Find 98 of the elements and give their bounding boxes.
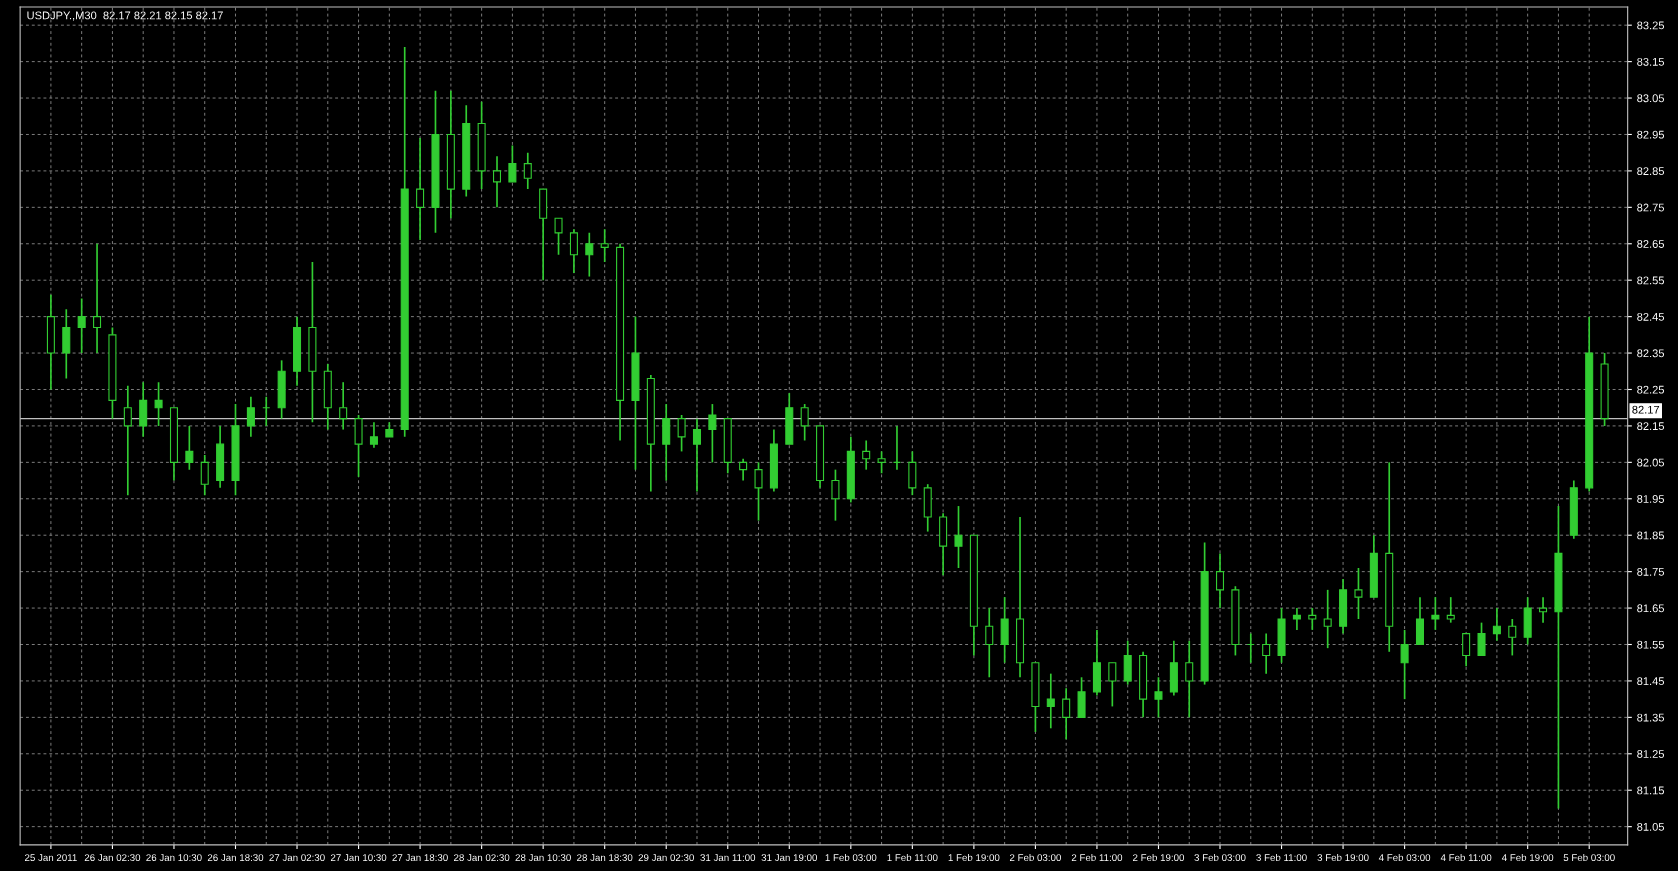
candlestick bbox=[831, 468, 840, 522]
x-tick-label: 26 Jan 18:30 bbox=[207, 854, 264, 862]
y-tick-label: 82.45 bbox=[1637, 312, 1665, 321]
candlestick bbox=[554, 217, 563, 256]
candlestick bbox=[93, 242, 102, 354]
y-tick-label: 82.75 bbox=[1637, 203, 1665, 212]
y-tick-label: 82.35 bbox=[1637, 349, 1665, 358]
ref-line-label: 82.17 bbox=[1632, 405, 1660, 414]
x-tick-label: 1 Feb 11:00 bbox=[887, 853, 938, 862]
candlestick bbox=[246, 395, 255, 438]
y-tick-label: 81.85 bbox=[1637, 531, 1665, 540]
candlestick bbox=[1108, 661, 1117, 708]
x-tick-label: 27 Jan 02:30 bbox=[269, 854, 325, 862]
candlestick bbox=[1154, 676, 1163, 719]
x-tick-label: 5 Feb 03:00 bbox=[1563, 853, 1615, 862]
x-tick-label: 2 Feb 11:00 bbox=[1071, 853, 1123, 862]
candlestick bbox=[677, 414, 686, 453]
candlestick bbox=[200, 454, 209, 496]
candlestick bbox=[739, 457, 748, 482]
candlestick bbox=[585, 232, 594, 278]
x-tick-label: 28 Jan 18:30 bbox=[577, 854, 633, 862]
candlestick bbox=[1046, 672, 1055, 730]
y-tick-label: 82.85 bbox=[1637, 167, 1665, 176]
chart-title: USDJPY.,M30 82.17 82.21 82.15 82.17 bbox=[27, 11, 223, 21]
candlestick bbox=[600, 228, 609, 263]
y-tick-label: 82.15 bbox=[1637, 422, 1665, 431]
candlestick bbox=[1354, 567, 1363, 620]
x-tick-label: 3 Feb 11:00 bbox=[1256, 853, 1307, 862]
candlestick bbox=[369, 421, 378, 449]
candlestick bbox=[339, 381, 348, 431]
y-tick-label: 81.35 bbox=[1637, 713, 1665, 722]
candlestick bbox=[77, 297, 86, 354]
x-tick-label: 31 Jan 11:00 bbox=[700, 854, 756, 862]
y-tick-label: 81.95 bbox=[1637, 495, 1665, 503]
candlestick bbox=[1477, 621, 1486, 657]
candlestick bbox=[1539, 596, 1548, 624]
y-tick-label: 82.65 bbox=[1637, 240, 1665, 248]
candlestick bbox=[508, 144, 517, 183]
candlestick bbox=[800, 403, 809, 442]
x-tick-label: 26 Jan 02:30 bbox=[84, 854, 141, 862]
candlestick bbox=[1462, 632, 1471, 668]
candlestick bbox=[123, 385, 132, 496]
candlestick bbox=[1308, 607, 1317, 631]
candlestick bbox=[954, 505, 963, 569]
candlestick bbox=[1508, 618, 1517, 657]
x-tick-label: 31 Jan 19:00 bbox=[761, 854, 818, 862]
x-tick-label: 2 Feb 03:00 bbox=[1009, 853, 1061, 862]
y-tick-label: 81.45 bbox=[1637, 677, 1665, 686]
candlestick bbox=[1292, 607, 1301, 631]
candlestick bbox=[1400, 629, 1409, 700]
candlestick bbox=[1492, 607, 1501, 642]
y-tick-label: 83.15 bbox=[1637, 57, 1665, 66]
y-tick-label: 82.05 bbox=[1637, 458, 1665, 467]
x-tick-label: 4 Feb 11:00 bbox=[1440, 853, 1492, 862]
y-tick-label: 81.05 bbox=[1637, 822, 1665, 831]
y-tick-label: 81.55 bbox=[1637, 640, 1665, 649]
candlestick bbox=[1262, 632, 1271, 675]
y-tick-label: 81.65 bbox=[1637, 604, 1665, 613]
y-tick-label: 83.25 bbox=[1637, 21, 1665, 30]
y-tick-label: 81.75 bbox=[1637, 567, 1665, 576]
candlestick bbox=[1215, 552, 1225, 609]
x-tick-label: 29 Jan 02:30 bbox=[638, 854, 694, 862]
x-tick-label: 27 Jan 18:30 bbox=[392, 854, 448, 862]
x-tick-label: 3 Feb 19:00 bbox=[1317, 853, 1369, 862]
x-tick-label: 28 Jan 10:30 bbox=[515, 854, 571, 862]
x-tick-label: 1 Feb 03:00 bbox=[825, 853, 877, 862]
candlestick bbox=[569, 228, 578, 274]
x-tick-label: 25 Jan 2011 bbox=[24, 854, 77, 862]
candlestick bbox=[154, 381, 163, 427]
candlestick bbox=[416, 137, 425, 241]
y-tick-label: 81.15 bbox=[1637, 786, 1665, 795]
x-tick-label: 28 Jan 02:30 bbox=[454, 854, 510, 862]
y-tick-label: 82.55 bbox=[1637, 276, 1665, 285]
y-tick-label: 83.05 bbox=[1637, 94, 1665, 103]
candlestick bbox=[708, 403, 717, 464]
candlestick bbox=[754, 461, 763, 522]
candlestick bbox=[523, 151, 532, 190]
candlestick bbox=[1446, 596, 1455, 624]
y-tick-label: 81.25 bbox=[1637, 750, 1665, 758]
candlestick bbox=[492, 155, 502, 209]
x-tick-label: 3 Feb 03:00 bbox=[1194, 853, 1246, 862]
x-tick-label: 26 Jan 10:30 bbox=[146, 854, 202, 862]
x-tick-label: 27 Jan 10:30 bbox=[330, 854, 387, 862]
candlestick bbox=[1062, 687, 1071, 741]
candlestick bbox=[1185, 640, 1194, 719]
y-tick-label: 82.95 bbox=[1637, 130, 1665, 139]
x-tick-label: 1 Feb 19:00 bbox=[948, 853, 1000, 862]
x-tick-label: 4 Feb 03:00 bbox=[1378, 853, 1431, 862]
candlestick bbox=[1323, 589, 1332, 649]
candlestick bbox=[877, 450, 886, 475]
candlestick bbox=[185, 425, 194, 471]
candlestick bbox=[1431, 596, 1440, 631]
candlestick bbox=[862, 439, 871, 471]
x-tick-label: 4 Feb 19:00 bbox=[1501, 853, 1554, 862]
candlestick bbox=[692, 417, 702, 493]
y-tick-label: 82.25 bbox=[1637, 385, 1665, 394]
x-tick-label: 2 Feb 19:00 bbox=[1133, 853, 1185, 862]
candlestick bbox=[985, 607, 994, 679]
